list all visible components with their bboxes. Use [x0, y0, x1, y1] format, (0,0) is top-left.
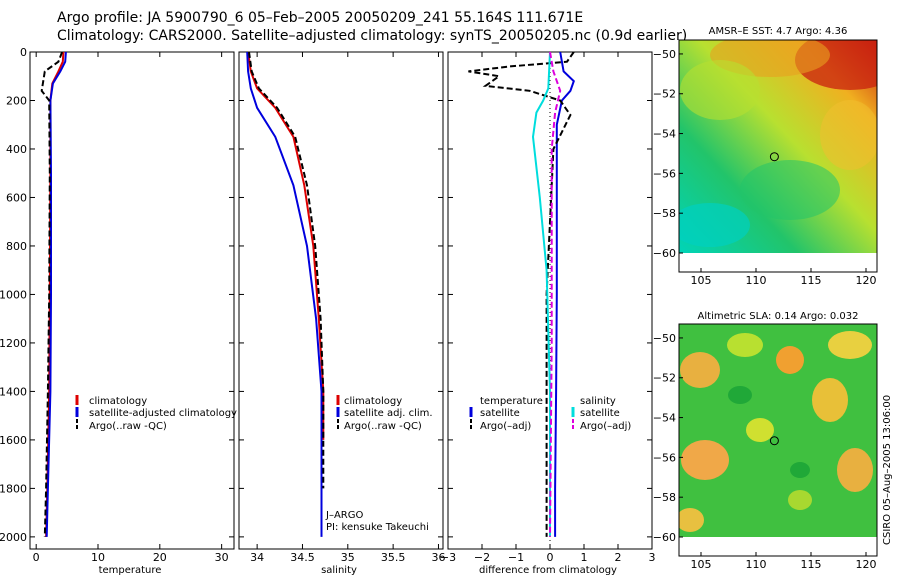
x-tick-label: 10 [91, 551, 105, 564]
x-tick-label: 110 [746, 558, 767, 571]
legend-header: salinity [580, 396, 616, 407]
y-tick-label: 1600 [0, 434, 27, 447]
x-tick-label: 120 [856, 274, 877, 287]
y-tick-label: 1200 [0, 337, 27, 350]
sla-map-frame [678, 323, 878, 557]
x-tick-label: 2 [615, 551, 622, 564]
sst-map-frame [678, 39, 878, 273]
y-tick-label: −60 [653, 247, 676, 260]
temperature-plot: 0 10 20 30 0 200 400 600 800 1000 1200 1400 1600 1800… [0, 46, 234, 564]
series-line [554, 51, 575, 537]
y-tick-label: −56 [653, 167, 676, 180]
series-line [40, 51, 64, 537]
series-line [246, 51, 323, 537]
y-tick-label: 600 [6, 191, 27, 204]
series-line [549, 51, 562, 537]
salinity-xlabel: salinity [321, 565, 357, 576]
series-line [248, 51, 325, 489]
x-tick-label: 1 [581, 551, 588, 564]
difference-legend-left: temperature satellite Argo(–adj) [469, 396, 543, 432]
x-tick-label: 20 [153, 551, 167, 564]
legend-label: satellite [480, 408, 520, 419]
y-tick-label: −52 [653, 88, 676, 101]
x-tick-label: 115 [801, 274, 822, 287]
series-line [45, 51, 67, 537]
legend-label: climatology [89, 396, 147, 407]
x-tick-label: 110 [746, 274, 767, 287]
x-tick-label: 35 [341, 551, 355, 564]
y-tick-label: 2000 [0, 531, 27, 544]
x-tick-label: −3 [440, 551, 456, 564]
x-tick-label: 30 [215, 551, 229, 564]
sst-map-title: AMSR–E SST: 4.7 Argo: 4.36 [709, 26, 848, 37]
series-line [468, 51, 575, 537]
y-tick-label: −52 [653, 372, 676, 385]
title-line-2: Climatology: CARS2000. Satellite–adjuste… [57, 28, 688, 44]
legend-label: Argo(–adj) [480, 421, 531, 432]
argo-position-marker [769, 152, 779, 162]
sla-map-title: Altimetric SLA: 0.14 Argo: 0.032 [698, 311, 859, 322]
legend-header: temperature [480, 396, 543, 407]
legend-label: satellite adj. clim. [344, 408, 433, 419]
x-tick-label: 0 [547, 551, 554, 564]
x-tick-label: 0 [33, 551, 40, 564]
legend-label: satellite-adjusted climatology [89, 408, 237, 419]
x-tick-label: 36 [431, 551, 445, 564]
x-tick-label: 3 [649, 551, 656, 564]
legend-label: climatology [344, 396, 402, 407]
x-tick-label: 115 [801, 558, 822, 571]
y-tick-label: 0 [20, 46, 27, 59]
y-tick-label: 200 [6, 94, 27, 107]
salinity-legend: climatology satellite adj. clim. Argo(..… [336, 395, 433, 432]
sst-axes: 105 110 115 120 −50 −52 −54 −56 −58 −60 [653, 48, 877, 287]
salinity-annotation-line-2: PI: kensuke Takeuchi [326, 522, 429, 533]
legend-label: Argo(..raw -QC) [89, 421, 167, 432]
credit-stamp: CSIRO 05–Aug–2005 13:06:00 [882, 394, 893, 545]
x-tick-label: 35.5 [381, 551, 406, 564]
y-tick-label: −54 [653, 128, 676, 141]
legend-label: Argo(..raw -QC) [344, 421, 422, 432]
y-tick-label: −58 [653, 207, 676, 220]
salinity-panel-frame [238, 51, 444, 550]
x-tick-label: −1 [508, 551, 524, 564]
sla-heatmap [679, 324, 877, 537]
x-tick-label: 105 [691, 274, 712, 287]
legend-label: satellite [580, 408, 620, 419]
difference-plot: −3 −2 −1 0 1 2 3 [440, 51, 656, 564]
y-tick-label: −58 [653, 491, 676, 504]
y-tick-label: −50 [653, 332, 676, 345]
salinity-plot: 34 34.5 35 35.5 36 [239, 51, 445, 564]
y-tick-label: 400 [6, 143, 27, 156]
temperature-legend: climatology satellite-adjusted climatolo… [75, 395, 237, 432]
title-line-1: Argo profile: JA 5900790_6 05–Feb–2005 2… [57, 10, 584, 26]
temperature-xlabel: temperature [99, 565, 162, 576]
sla-axes: 105 110 115 120 −50 −52 −54 −56 −58 −60 [653, 332, 877, 571]
y-tick-label: 800 [6, 240, 27, 253]
x-tick-label: −2 [474, 551, 490, 564]
temperature-panel-frame [29, 51, 235, 550]
difference-legend-right: salinity satellite Argo(–adj) [571, 396, 631, 432]
y-tick-label: −60 [653, 531, 676, 544]
x-tick-label: 34 [250, 551, 264, 564]
difference-xlabel: difference from climatology [479, 565, 617, 576]
x-tick-label: 34.5 [290, 551, 315, 564]
x-tick-label: 105 [691, 558, 712, 571]
y-tick-label: −54 [653, 412, 676, 425]
legend-label: Argo(–adj) [580, 421, 631, 432]
x-tick-label: 120 [856, 558, 877, 571]
y-tick-label: 1400 [0, 385, 27, 398]
salinity-annotation-line-1: J–ARGO [325, 510, 363, 521]
y-tick-label: 1800 [0, 482, 27, 495]
series-line [531, 51, 551, 537]
argo-position-marker [769, 436, 779, 446]
sst-heatmap [679, 40, 877, 253]
y-tick-label: −50 [653, 48, 676, 61]
y-tick-label: 1000 [0, 288, 27, 301]
y-tick-label: −56 [653, 451, 676, 464]
